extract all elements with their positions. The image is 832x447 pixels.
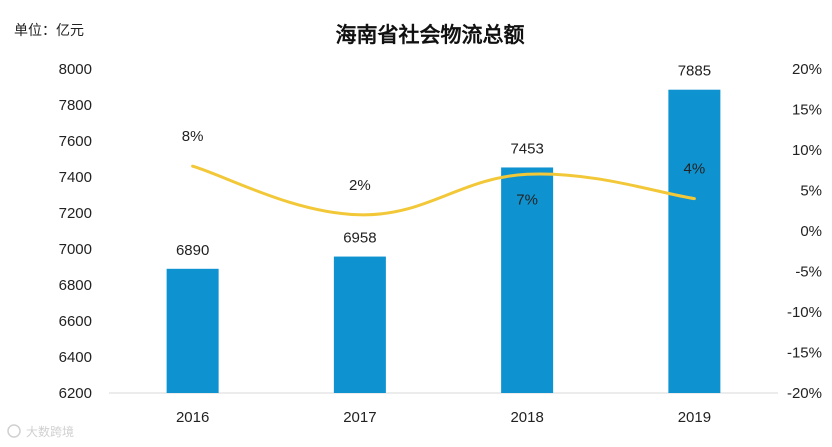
bar-value-label: 7885	[678, 63, 711, 80]
right-tick-label: 15%	[792, 102, 822, 119]
bar	[501, 167, 554, 393]
x-tick-label: 2017	[343, 409, 376, 426]
left-tick-label: 6600	[59, 313, 92, 330]
right-tick-label: -10%	[787, 304, 822, 321]
right-axis-ticks: -20% -15% -10% -5% 0% 5% 10% 15% 20%	[787, 61, 822, 402]
bar-value-label: 7453	[510, 140, 543, 157]
left-tick-label: 6800	[59, 277, 92, 294]
line-value-label: 4%	[684, 161, 706, 178]
x-axis-ticks: 2016 2017 2018 2019	[176, 409, 711, 426]
right-tick-label: -15%	[787, 345, 822, 362]
unit-label: 单位：亿元	[14, 23, 84, 39]
x-tick-label: 2019	[678, 409, 711, 426]
line-value-labels: 8% 2% 7% 4%	[182, 128, 705, 208]
right-tick-label: 20%	[792, 61, 822, 78]
left-tick-label: 8000	[59, 61, 92, 78]
bar	[668, 89, 721, 393]
bar-series	[166, 89, 721, 393]
growth-line	[191, 164, 696, 217]
left-tick-label: 7600	[59, 133, 92, 150]
right-tick-label: -5%	[795, 264, 822, 281]
bar-value-label: 6890	[176, 242, 209, 259]
line-value-label: 2%	[349, 177, 371, 194]
bar-value-label: 6958	[343, 230, 376, 247]
watermark-logo-icon	[7, 424, 21, 438]
watermark-text: 大数跨境	[26, 424, 74, 439]
bar-value-labels: 6890 6958 7453 7885	[176, 63, 711, 259]
bar	[166, 268, 219, 393]
watermark: 大数跨境	[7, 424, 74, 439]
left-tick-label: 7200	[59, 205, 92, 222]
line-value-label: 7%	[516, 191, 538, 208]
line-value-label: 8%	[182, 128, 204, 145]
right-tick-label: 10%	[792, 142, 822, 159]
left-axis-ticks: 6200 6400 6600 6800 7000 7200 7400 7600 7800 8000	[59, 61, 92, 402]
chart-title: 海南省社会物流总额	[336, 23, 525, 47]
left-tick-label: 6400	[59, 349, 92, 366]
right-tick-label: 0%	[800, 223, 822, 240]
left-tick-label: 6200	[59, 385, 92, 402]
left-tick-label: 7800	[59, 97, 92, 114]
left-tick-label: 7000	[59, 241, 92, 258]
right-tick-label: -20%	[787, 385, 822, 402]
x-tick-label: 2018	[510, 409, 543, 426]
bar	[333, 256, 386, 393]
left-tick-label: 7400	[59, 169, 92, 186]
x-tick-label: 2016	[176, 409, 209, 426]
right-tick-label: 5%	[800, 183, 822, 200]
